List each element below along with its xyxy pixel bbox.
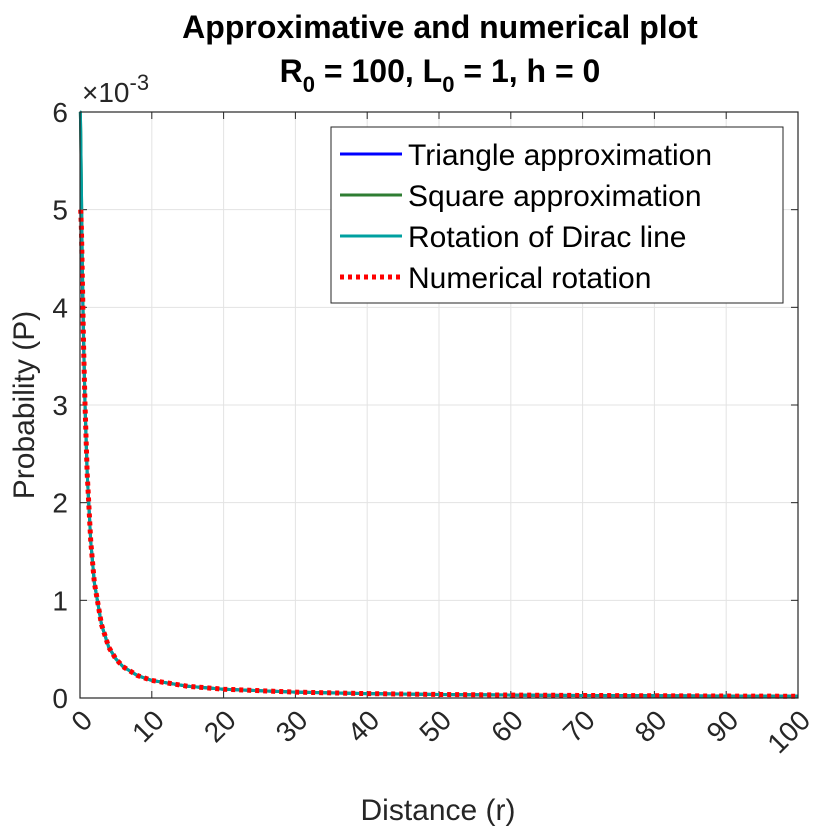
title-r-value: = 100, <box>315 53 423 89</box>
y-tick-label: 4 <box>52 292 68 323</box>
legend-label-square-approximation: Square approximation <box>408 180 702 213</box>
plot-frame <box>79 111 799 699</box>
y-tick-labels: 0 1 2 3 4 5 6 <box>52 97 68 714</box>
y-tick-label: 0 <box>52 683 68 714</box>
x-axis-label: Distance (r) <box>360 794 515 827</box>
legend-box <box>330 126 784 304</box>
y-tick-label: 3 <box>52 390 68 421</box>
y-tick-label: 2 <box>52 488 68 519</box>
y-exponent-label: ×10-3 <box>82 70 149 108</box>
title-r-symbol: R <box>280 53 303 89</box>
y-exponent-power: -3 <box>130 70 150 95</box>
y-exponent-prefix: ×10 <box>82 77 130 108</box>
legend-label-rotation-of-dirac-line: Rotation of Dirac line <box>408 221 686 254</box>
series-line-rotation-of-dirac-line <box>78 110 799 698</box>
title-l-subscript: 0 <box>442 72 454 97</box>
y-tick-label: 5 <box>52 195 68 226</box>
series-line-numerical-rotation <box>78 209 799 699</box>
y-tick-label: 6 <box>52 97 68 128</box>
y-axis-label: Probability (P) <box>8 311 41 499</box>
chart-title-line2: R0 = 100, L0 = 1, h = 0 <box>280 53 601 97</box>
title-r-subscript: 0 <box>303 72 315 97</box>
title-l-value: = 1, h = 0 <box>454 53 600 89</box>
legend-label-numerical-rotation: Numerical rotation <box>408 262 651 295</box>
title-l-symbol: L <box>423 53 443 89</box>
y-tick-label: 1 <box>52 585 68 616</box>
legend-label-triangle-approximation: Triangle approximation <box>408 139 712 172</box>
series-layer <box>78 110 799 699</box>
chart-title-line1: Approximative and numerical plot <box>182 9 698 45</box>
legend: Triangle approximation Square approximati… <box>330 126 784 304</box>
